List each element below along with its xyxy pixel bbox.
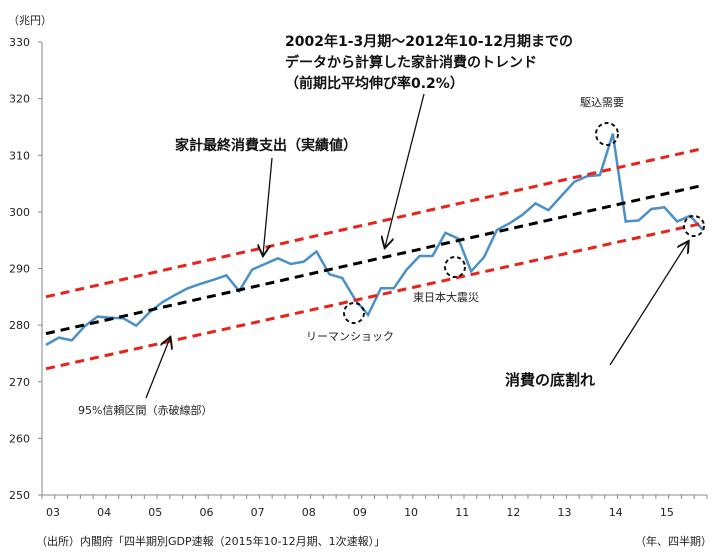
x-axis-unit: （年、四半期） [635, 534, 712, 548]
rush-circle [595, 122, 619, 146]
x-tick-label: 12 [506, 506, 520, 519]
band-arrow [145, 338, 170, 399]
confidence-band-line [45, 147, 704, 299]
y-tick-label: 300 [9, 206, 30, 219]
y-tick-label: 250 [9, 489, 30, 502]
y-tick-label: 310 [9, 149, 30, 162]
x-tick-label: 11 [455, 506, 469, 519]
trend-title-3: （前期比平均伸び率0.2%） [285, 75, 464, 92]
trend-arrow [385, 93, 425, 247]
actual-consumption-line [45, 133, 704, 346]
earthquake-label: 東日本大震災 [413, 290, 479, 304]
x-tick-label: 09 [353, 506, 367, 519]
x-tick-label: 06 [199, 506, 213, 519]
band-label: 95%信頼区間（赤破線部） [78, 403, 212, 417]
x-tick-label: 08 [302, 506, 316, 519]
x-tick-label: 04 [97, 506, 111, 519]
actual-label: 家計最終消費支出（実績値） [175, 137, 357, 154]
y-tick-label: 320 [9, 93, 30, 106]
confidence-band-line [45, 221, 704, 371]
actual-arrow [263, 157, 273, 255]
x-tick-label: 15 [660, 506, 674, 519]
y-tick-label: 290 [9, 263, 30, 276]
x-tick-label: 14 [609, 506, 623, 519]
y-tick-label: 270 [9, 376, 30, 389]
source-note: （出所）内閣府「四半期別GDP速報（2015年10-12月期、1次速報）」 [36, 534, 385, 548]
earthquake-circle [444, 256, 466, 278]
trend-title-1: 2002年1-3月期～2012年10-12月期までの [285, 33, 573, 50]
y-tick-label: 280 [9, 319, 30, 332]
y-axis-unit: （兆円） [8, 14, 52, 27]
trend-line [45, 183, 704, 336]
y-tick-label: 260 [9, 432, 30, 445]
trend-title-2: データから計算した家計消費のトレンド [285, 54, 537, 71]
x-tick-label: 03 [46, 506, 60, 519]
x-tick-label: 13 [558, 506, 572, 519]
collapse-arrow [609, 242, 688, 366]
collapse-circle [683, 215, 705, 237]
x-tick-label: 07 [251, 506, 265, 519]
x-tick-label: 05 [148, 506, 162, 519]
collapse-label: 消費の底割れ [505, 371, 595, 389]
y-tick-label: 330 [9, 36, 30, 49]
lehman-circle [343, 302, 365, 324]
lehman-label: リーマンショック [306, 330, 394, 343]
rush-label: 駆込需要 [580, 96, 624, 109]
x-tick-label: 10 [404, 506, 418, 519]
